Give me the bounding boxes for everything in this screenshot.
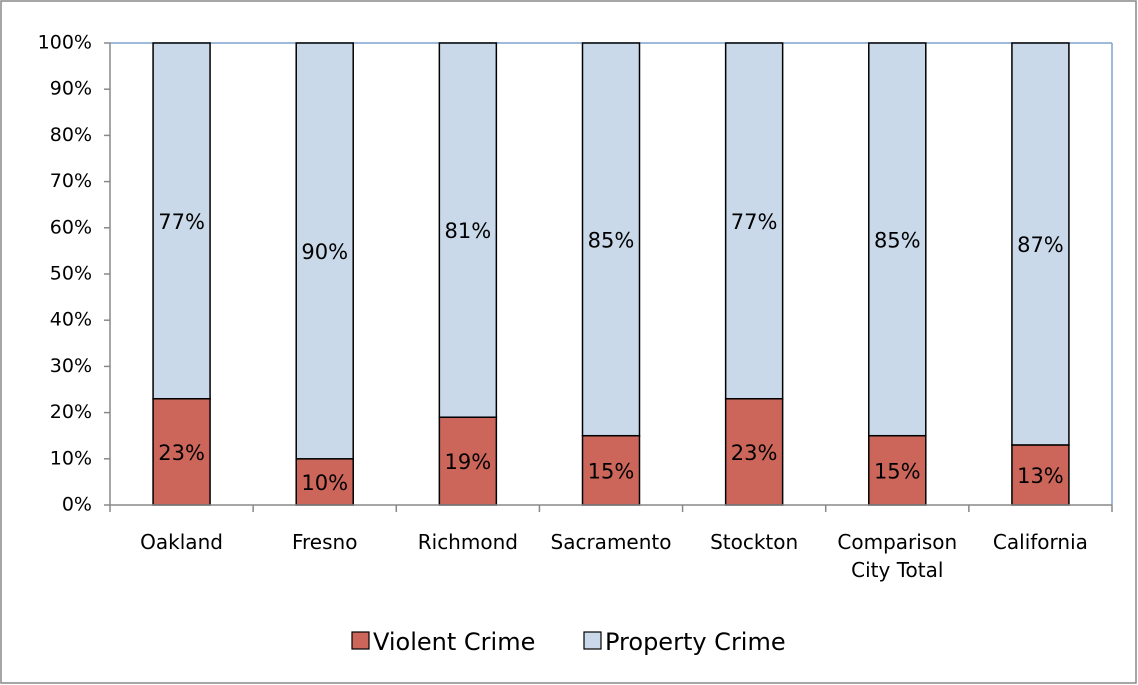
data-label: 77% [731,210,778,234]
y-tick-label: 20% [50,401,92,423]
x-tick-label: Comparison City Total [837,530,958,582]
legend-label: Property Crime [605,628,786,656]
data-label: 85% [874,228,921,252]
data-label: 10% [301,471,348,495]
bar-segment [1011,444,1070,506]
data-label: 85% [588,228,635,252]
bar-segment [438,42,498,418]
y-tick-label: 0% [62,494,92,516]
y-tick-label: 60% [50,216,92,238]
y-tick-label: 70% [50,170,92,192]
x-tick-label: Fresno [291,530,358,554]
x-tick-label: California [992,530,1088,554]
data-label: 77% [158,210,205,234]
legend-swatch [351,631,370,650]
x-tick-label: Stockton [710,530,799,554]
legend-swatch [583,631,602,650]
y-tick-label: 90% [50,78,92,100]
bar-segment [1011,42,1070,446]
data-label: 81% [445,219,492,243]
y-tick-label: 100% [38,32,92,54]
bar-segment [581,434,641,506]
y-tick-label: 30% [50,355,92,377]
data-label: 15% [588,459,635,483]
y-tick-label: 80% [50,124,92,146]
data-label: 19% [445,450,492,474]
x-tick-label: Richmond [417,530,518,554]
bar-segment [581,42,641,437]
x-tick-label: Oakland [140,530,223,554]
y-tick-label: 40% [50,309,92,331]
data-label: 13% [1017,464,1064,488]
data-label: 23% [158,441,205,465]
x-tick-label: Sacramento [550,530,672,554]
data-label: 15% [874,459,921,483]
y-tick-label: 50% [50,263,92,285]
bar-segment [724,42,784,400]
data-label: 23% [731,441,778,465]
bar-segment [152,42,211,400]
data-label: 87% [1017,233,1064,257]
bar-segment [295,42,354,460]
legend-label: Violent Crime [373,628,535,656]
data-label: 90% [301,240,348,264]
bar-segment [868,42,927,437]
y-tick-label: 10% [50,447,92,469]
